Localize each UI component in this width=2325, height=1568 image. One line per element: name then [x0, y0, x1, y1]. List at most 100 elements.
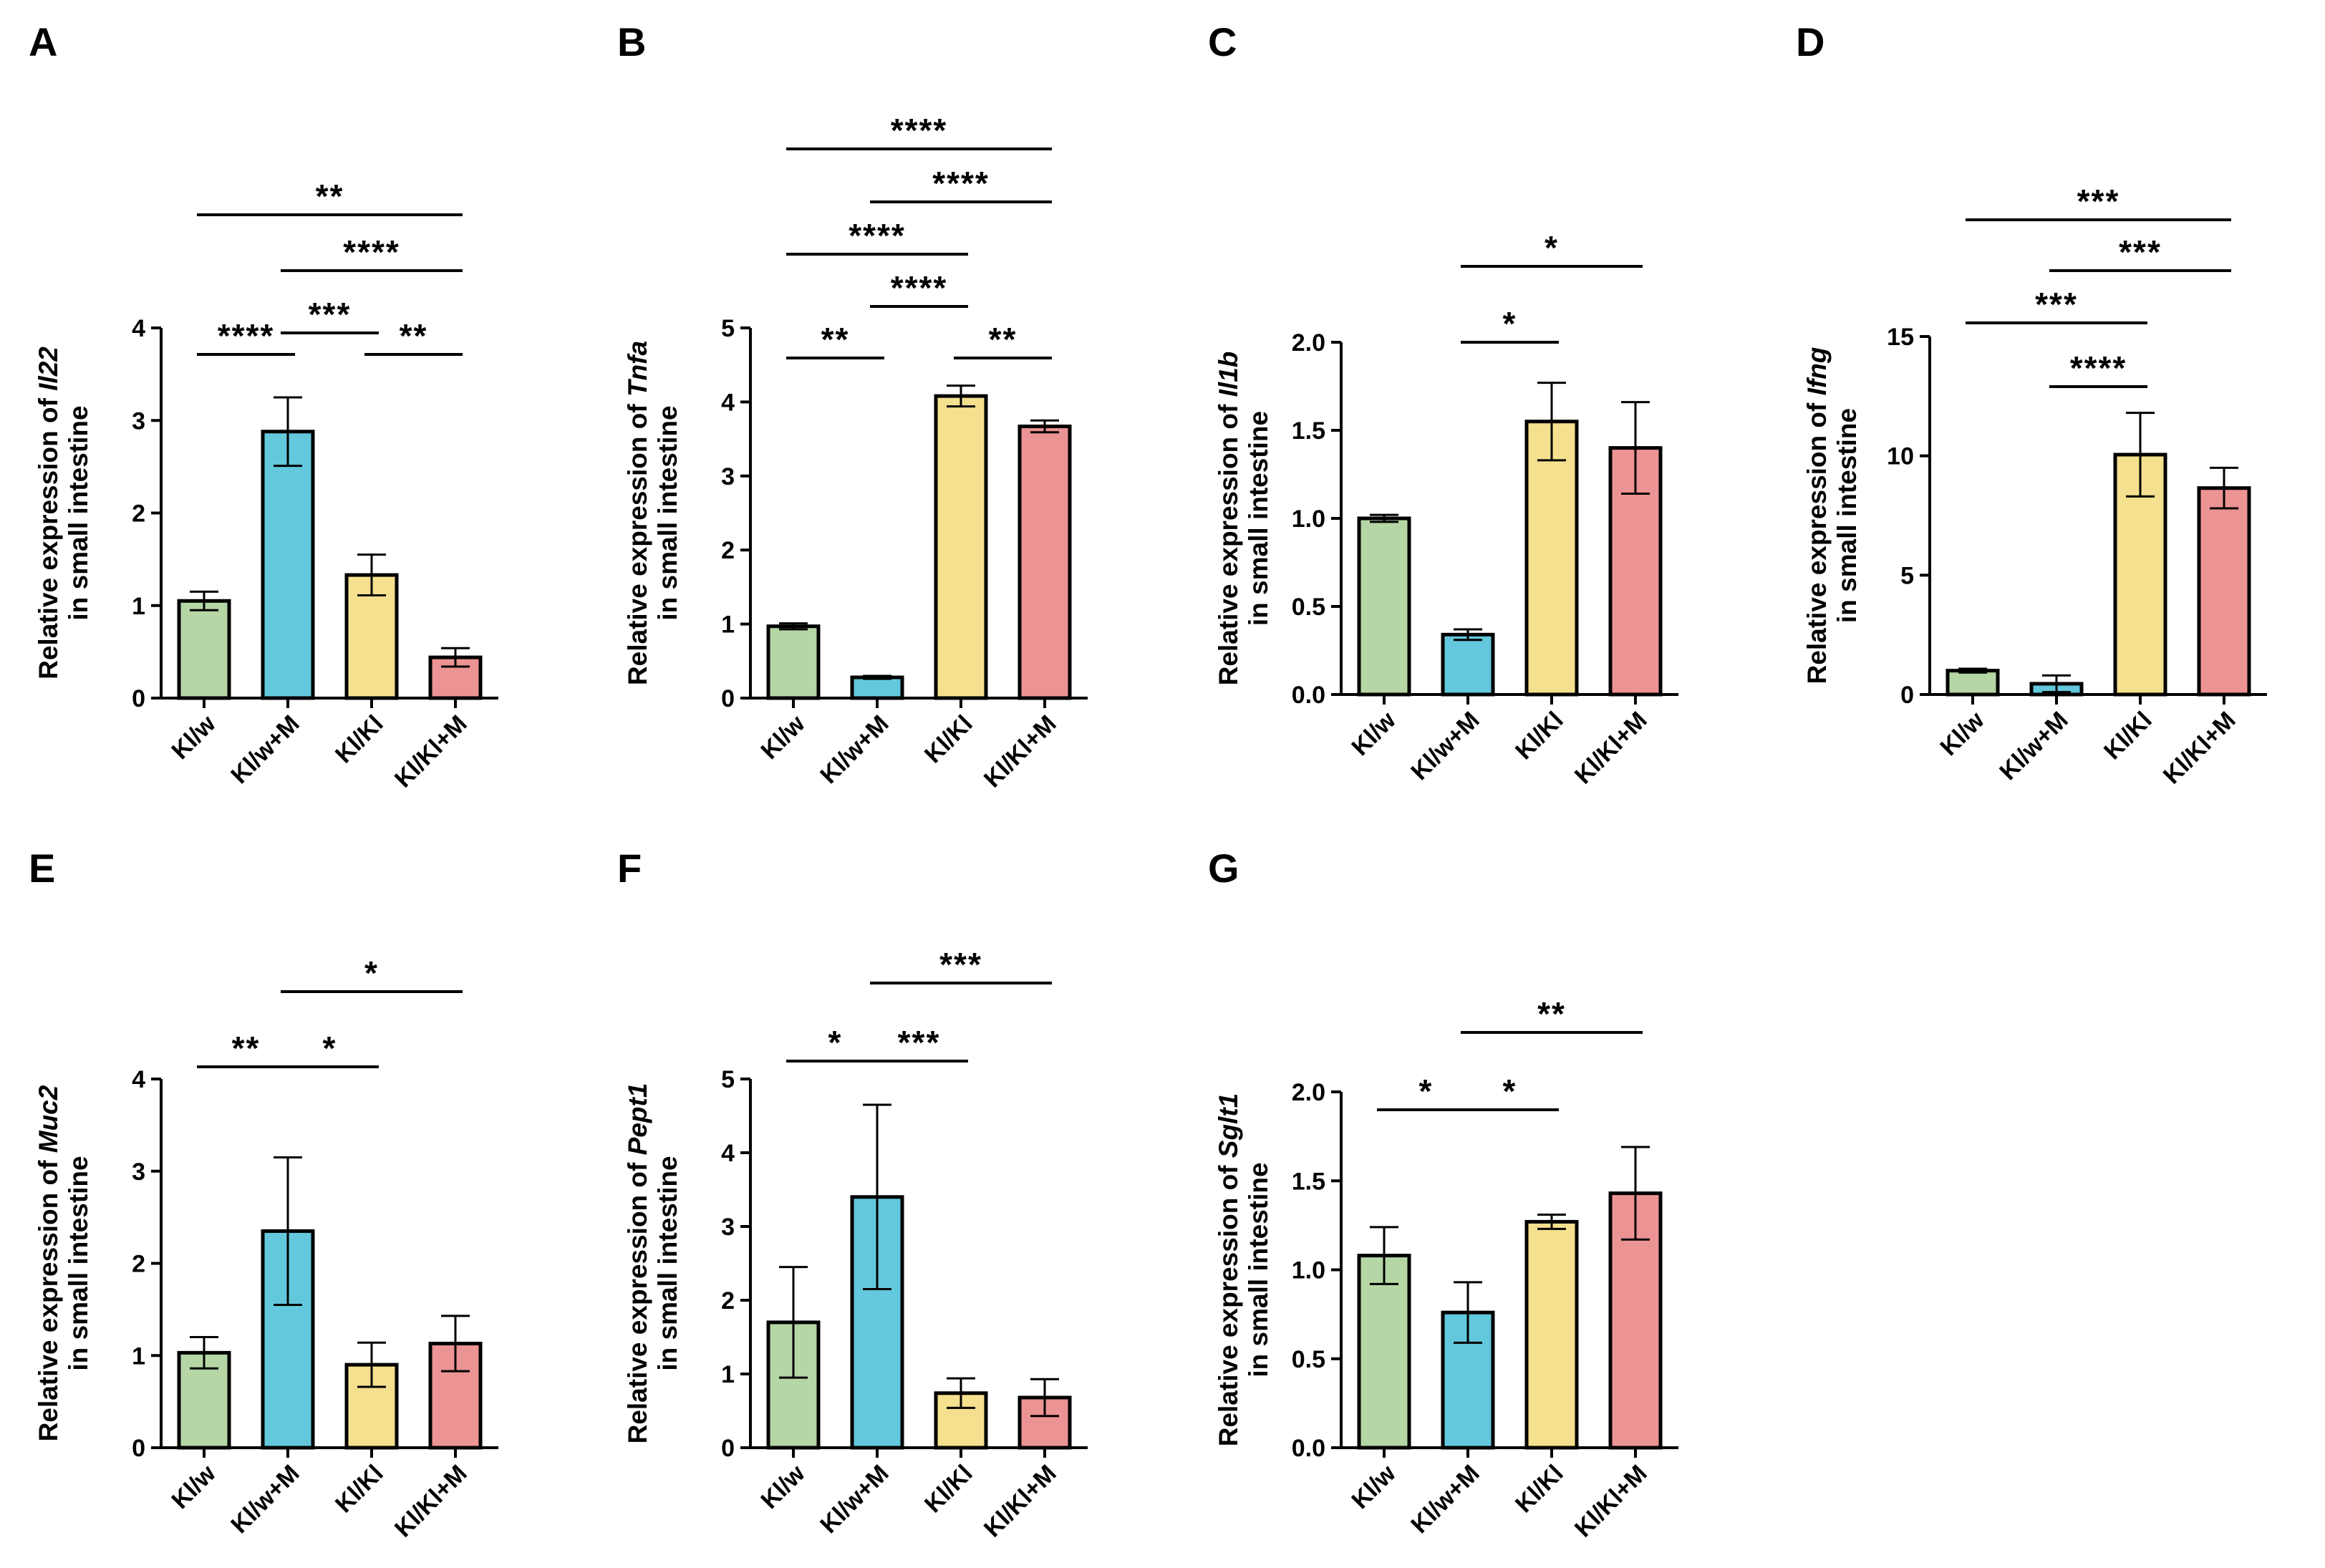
y-tick-label: 3 [721, 1214, 735, 1241]
y-axis-label-line2: in small intestine [1832, 408, 1862, 623]
bar [934, 394, 988, 700]
significance-label: **** [891, 112, 948, 149]
bar [850, 675, 904, 700]
y-tick-label: 3 [132, 1158, 145, 1186]
significance-label: **** [932, 165, 990, 202]
y-tick-label: 0 [132, 685, 145, 712]
y-axis-label-gene: Il1b [1214, 352, 1243, 397]
bar [177, 599, 231, 700]
significance-label: *** [898, 1024, 941, 1061]
significance-label: **** [343, 233, 400, 271]
y-tick-label: 4 [132, 315, 145, 342]
y-tick-label: 1 [721, 611, 735, 639]
bar [766, 624, 821, 700]
y-axis-label: Relative expression of Pept1 [623, 1083, 652, 1444]
x-tick-label: Kl/Kl [919, 710, 978, 769]
y-tick-label: 2 [721, 537, 735, 564]
panel-letter: C [1208, 19, 1237, 64]
y-tick-label: 4 [721, 389, 735, 416]
x-tick-label: Kl/Kl [1510, 707, 1569, 765]
significance-label: ** [1537, 995, 1566, 1032]
significance-label: ** [821, 321, 850, 358]
y-tick-label: 5 [1900, 562, 1914, 589]
y-tick-label: 0.5 [1292, 1346, 1325, 1373]
y-axis-label-gene: Pept1 [623, 1083, 652, 1156]
x-tick-label: Kl/w+M [226, 1460, 304, 1539]
x-tick-label: Kl/w+M [1994, 707, 2073, 785]
y-tick-label: 0 [1900, 682, 1914, 709]
y-axis-label-gene: Tnfa [623, 341, 652, 397]
y-axis-label: Relative expression of Il1b [1214, 352, 1243, 686]
y-tick-label: 0 [721, 685, 735, 712]
bar [2197, 486, 2251, 697]
y-axis-label: Relative expression of Il22 [34, 347, 63, 679]
x-tick-label: Kl/w+M [226, 710, 304, 789]
x-tick-label: Kl/w+M [815, 1460, 894, 1539]
significance-label: *** [2035, 286, 2078, 323]
y-tick-label: 2.0 [1292, 1079, 1325, 1106]
significance-label: **** [849, 217, 906, 254]
significance-label: ** [232, 1030, 261, 1067]
x-tick-label: Kl/w [1346, 1459, 1401, 1514]
y-tick-label: 2 [721, 1287, 735, 1315]
x-tick-label: Kl/w [1346, 706, 1401, 761]
y-tick-label: 5 [721, 315, 735, 342]
x-tick-label: Kl/w+M [1406, 707, 1484, 785]
x-tick-label: Kl/Kl [2099, 707, 2157, 765]
significance-label: * [364, 954, 379, 992]
y-tick-label: 2 [132, 1251, 145, 1278]
y-axis-label-gene: Il22 [34, 347, 63, 391]
y-tick-label: 1 [132, 1342, 145, 1370]
significance-label: * [323, 1030, 337, 1067]
x-tick-label: Kl/Kl+M [979, 1460, 1062, 1543]
panel-C: C 0.0 0.5 1.0 1.5 2.0 Relative expression of I… [1208, 19, 1678, 789]
bar [1524, 420, 1579, 697]
x-tick-label: Kl/w [755, 710, 811, 765]
y-axis-label-line2: in small intestine [1244, 411, 1273, 626]
y-axis-label-gene: Sglt1 [1214, 1093, 1243, 1158]
panel-letter: E [29, 846, 55, 891]
y-axis-label-gene: Muc2 [34, 1085, 63, 1153]
significance-label: **** [2070, 349, 2127, 387]
y-axis-label-line2: in small intestine [653, 405, 682, 620]
x-tick-label: Kl/w [1935, 706, 1990, 761]
bar [261, 430, 315, 700]
panel-letter: A [29, 19, 57, 64]
y-axis-label-prefix: Relative expression of [1214, 1158, 1243, 1446]
panel-G: G 0.0 0.5 1.0 1.5 2.0 Relative expression of S… [1208, 846, 1678, 1542]
y-axis-label-prefix: Relative expression of [1214, 397, 1243, 685]
y-axis-label: Relative expression of Muc2 [34, 1085, 63, 1441]
y-axis-label-prefix: Relative expression of [623, 1155, 652, 1443]
y-axis-label: Relative expression of Tnfa [623, 341, 652, 685]
y-tick-label: 3 [132, 407, 145, 435]
y-tick-label: 3 [721, 463, 735, 490]
bar [1441, 632, 1495, 697]
x-tick-label: Kl/w+M [1406, 1460, 1484, 1539]
y-axis-label: Relative expression of Sglt1 [1214, 1093, 1243, 1447]
significance-label: *** [939, 946, 982, 983]
y-tick-label: 0.5 [1292, 594, 1325, 621]
y-tick-label: 1.0 [1292, 505, 1325, 533]
y-tick-label: 4 [132, 1066, 145, 1093]
y-tick-label: 0.0 [1292, 682, 1325, 709]
significance-label: **** [218, 317, 275, 354]
significance-label: **** [891, 269, 948, 306]
x-tick-label: Kl/Kl+M [1570, 1460, 1653, 1543]
x-tick-label: Kl/Kl [1510, 1460, 1569, 1519]
bar [1018, 425, 1072, 700]
y-axis-label-prefix: Relative expression of [623, 397, 652, 685]
y-tick-label: 4 [721, 1140, 735, 1167]
y-axis-label-gene: Ifng [1802, 347, 1832, 396]
bar [1524, 1219, 1579, 1450]
x-tick-label: Kl/Kl [919, 1460, 978, 1519]
y-axis-label-line2: in small intestine [64, 1156, 93, 1370]
panel-letter: F [617, 846, 642, 891]
y-tick-label: 2 [132, 500, 145, 528]
y-axis-label-line2: in small intestine [64, 405, 93, 620]
x-tick-label: Kl/Kl [330, 1460, 389, 1519]
y-tick-label: 15 [1887, 324, 1914, 351]
significance-label: ** [400, 317, 428, 354]
